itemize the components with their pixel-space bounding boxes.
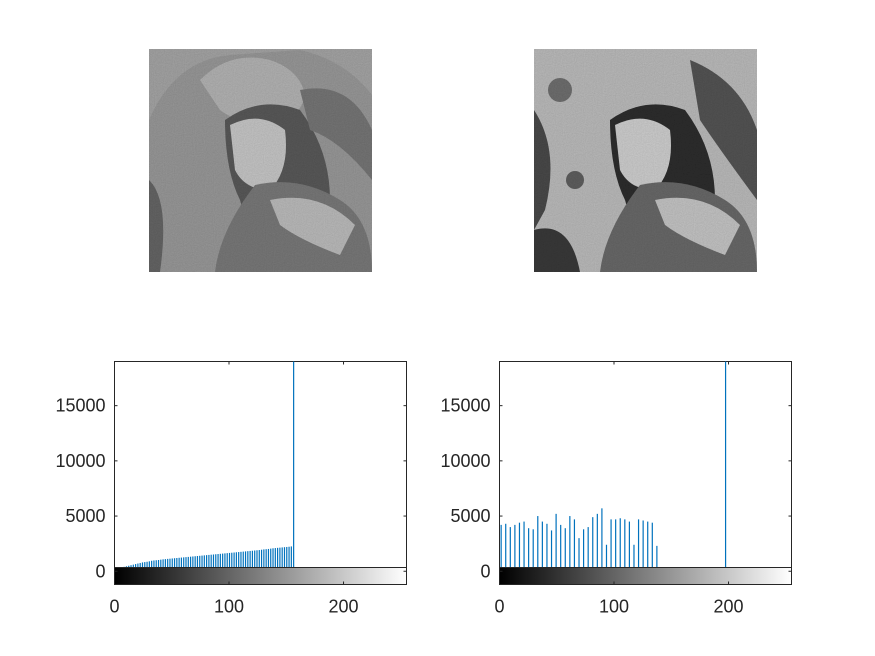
y-tick-label: 5000 — [65, 506, 105, 526]
y-tick-label: 10000 — [55, 451, 105, 471]
y-tick-label: 5000 — [450, 506, 490, 526]
histogram-axes-right: 0 5000 10000 15000 0 100 200 — [440, 361, 792, 617]
processed-portrait — [534, 49, 757, 272]
x-tick-label: 200 — [713, 597, 743, 617]
colorbar-right — [499, 567, 792, 585]
colorbar-left — [114, 567, 407, 585]
x-tick-label: 0 — [109, 597, 119, 617]
x-tick-label: 200 — [328, 597, 358, 617]
y-ticks-right: 0 5000 10000 15000 — [440, 396, 792, 581]
y-ticks-left: 0 5000 10000 15000 — [55, 396, 407, 581]
x-ticks-right: 0 100 200 — [494, 361, 744, 617]
x-tick-label: 100 — [214, 597, 244, 617]
x-tick-label: 100 — [599, 597, 629, 617]
y-tick-label: 10000 — [440, 451, 490, 471]
histogram-axes-left: 0 5000 10000 15000 0 100 200 — [55, 361, 407, 617]
histogram-bars-right — [500, 361, 727, 572]
y-tick-label: 15000 — [55, 396, 105, 416]
y-tick-label: 0 — [95, 561, 105, 581]
y-tick-label: 15000 — [440, 396, 490, 416]
x-ticks-left: 0 100 200 — [109, 361, 359, 617]
x-tick-label: 0 — [494, 597, 504, 617]
original-portrait — [149, 49, 372, 272]
y-tick-label: 0 — [480, 561, 490, 581]
